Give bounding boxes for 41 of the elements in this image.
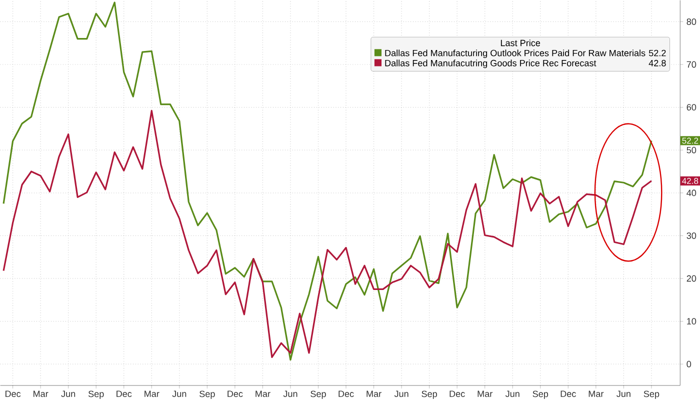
x-tick-label: Dec bbox=[116, 390, 132, 398]
x-tick-label: Dec bbox=[5, 390, 21, 398]
x-tick-label: Mar bbox=[588, 390, 604, 398]
y-tick-label: 80 bbox=[686, 18, 696, 25]
legend-title: Last Price bbox=[500, 40, 540, 46]
x-tick-label: Jun bbox=[172, 390, 186, 398]
text: 42.8 bbox=[682, 178, 698, 184]
x-tick-label: Mar bbox=[144, 390, 160, 398]
y-tick-label: 10 bbox=[687, 318, 696, 325]
x-tick-label: Sep bbox=[88, 390, 104, 399]
text: 52.2 bbox=[682, 138, 698, 144]
y-tick-label: 0 bbox=[686, 360, 692, 368]
x-tick-label: Jun bbox=[616, 390, 630, 398]
x-tick-label: Mar bbox=[34, 390, 48, 398]
y-tick-label: 40 bbox=[686, 190, 696, 196]
annotation: 52.2 bbox=[648, 50, 666, 56]
x-tick-label: Jun bbox=[61, 390, 76, 398]
x-tick-label: Dec bbox=[560, 390, 576, 398]
y-tick-label: 60 bbox=[686, 104, 696, 111]
x-tick-label: Dec bbox=[338, 390, 354, 398]
x-tick-label: Jun bbox=[394, 390, 408, 398]
x-tick-label: Jun bbox=[283, 390, 298, 398]
x-tick-label: Sep bbox=[310, 390, 326, 399]
annotation: 42.8 bbox=[648, 60, 666, 66]
x-tick-label: Jun bbox=[505, 390, 520, 398]
x-tick-label: Mar bbox=[478, 390, 492, 398]
x-tick-label: Sep bbox=[532, 390, 548, 399]
legend-label: Dallas Fed Manufacturing Outlook Prices Paid For Raw Materials bbox=[385, 50, 646, 58]
x-tick-label: Sep bbox=[200, 390, 215, 399]
y-tick-label: 50 bbox=[686, 146, 696, 154]
legend-label: Dallas Fed Manufacutring Goods Price Rec Forecast bbox=[385, 60, 596, 68]
x-tick-label: Mar bbox=[256, 390, 270, 398]
y-tick-label: 20 bbox=[686, 275, 696, 282]
y-tick-label: 30 bbox=[686, 232, 696, 239]
line-series bbox=[2, 110, 652, 358]
x-tick-label: Sep bbox=[422, 390, 437, 399]
x-tick-label: Dec bbox=[450, 390, 465, 398]
x-tick-label: Dec bbox=[228, 390, 243, 398]
x-tick-label: Sep bbox=[644, 390, 660, 399]
y-tick-label: 70 bbox=[686, 61, 696, 68]
x-tick-label: Mar bbox=[366, 390, 382, 398]
